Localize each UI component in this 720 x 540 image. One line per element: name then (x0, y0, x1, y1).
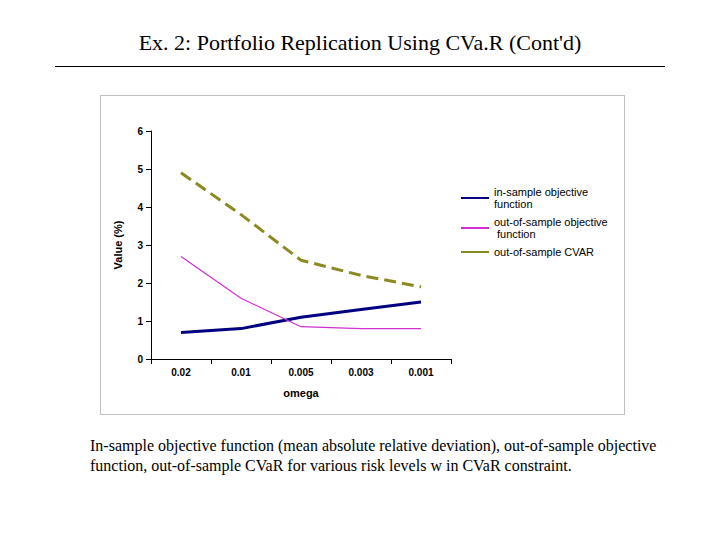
svg-text:0.005: 0.005 (288, 367, 313, 378)
svg-text:0.01: 0.01 (231, 367, 251, 378)
svg-text:1: 1 (137, 316, 143, 327)
svg-text:function: function (494, 228, 536, 240)
svg-text:4: 4 (137, 202, 143, 213)
svg-text:Value (%): Value (%) (112, 220, 124, 269)
svg-text:0.003: 0.003 (348, 367, 373, 378)
svg-text:omega: omega (283, 387, 319, 399)
svg-text:5: 5 (137, 164, 143, 175)
html-text:In-sample objective function (: In-sample objective function (mean absol… (90, 437, 657, 474)
svg-text:in-sample objective: in-sample objective (494, 186, 591, 198)
html-text:Ex. 2: Portfolio Replication U: Ex. 2: Portfolio Replication Using CVa.R… (138, 30, 582, 55)
svg-text:6: 6 (137, 126, 143, 137)
svg-text:out-of-sample CVAR: out-of-sample CVAR (494, 246, 594, 258)
svg-text:2: 2 (137, 278, 143, 289)
svg-text:out-of-sample objective: out-of-sample objective (494, 216, 608, 228)
svg-text:0.02: 0.02 (171, 367, 191, 378)
svg-text:function: function (494, 198, 533, 210)
svg-text:3: 3 (137, 240, 143, 251)
svg-text:0: 0 (137, 354, 143, 365)
svg-text:0.001: 0.001 (408, 367, 433, 378)
